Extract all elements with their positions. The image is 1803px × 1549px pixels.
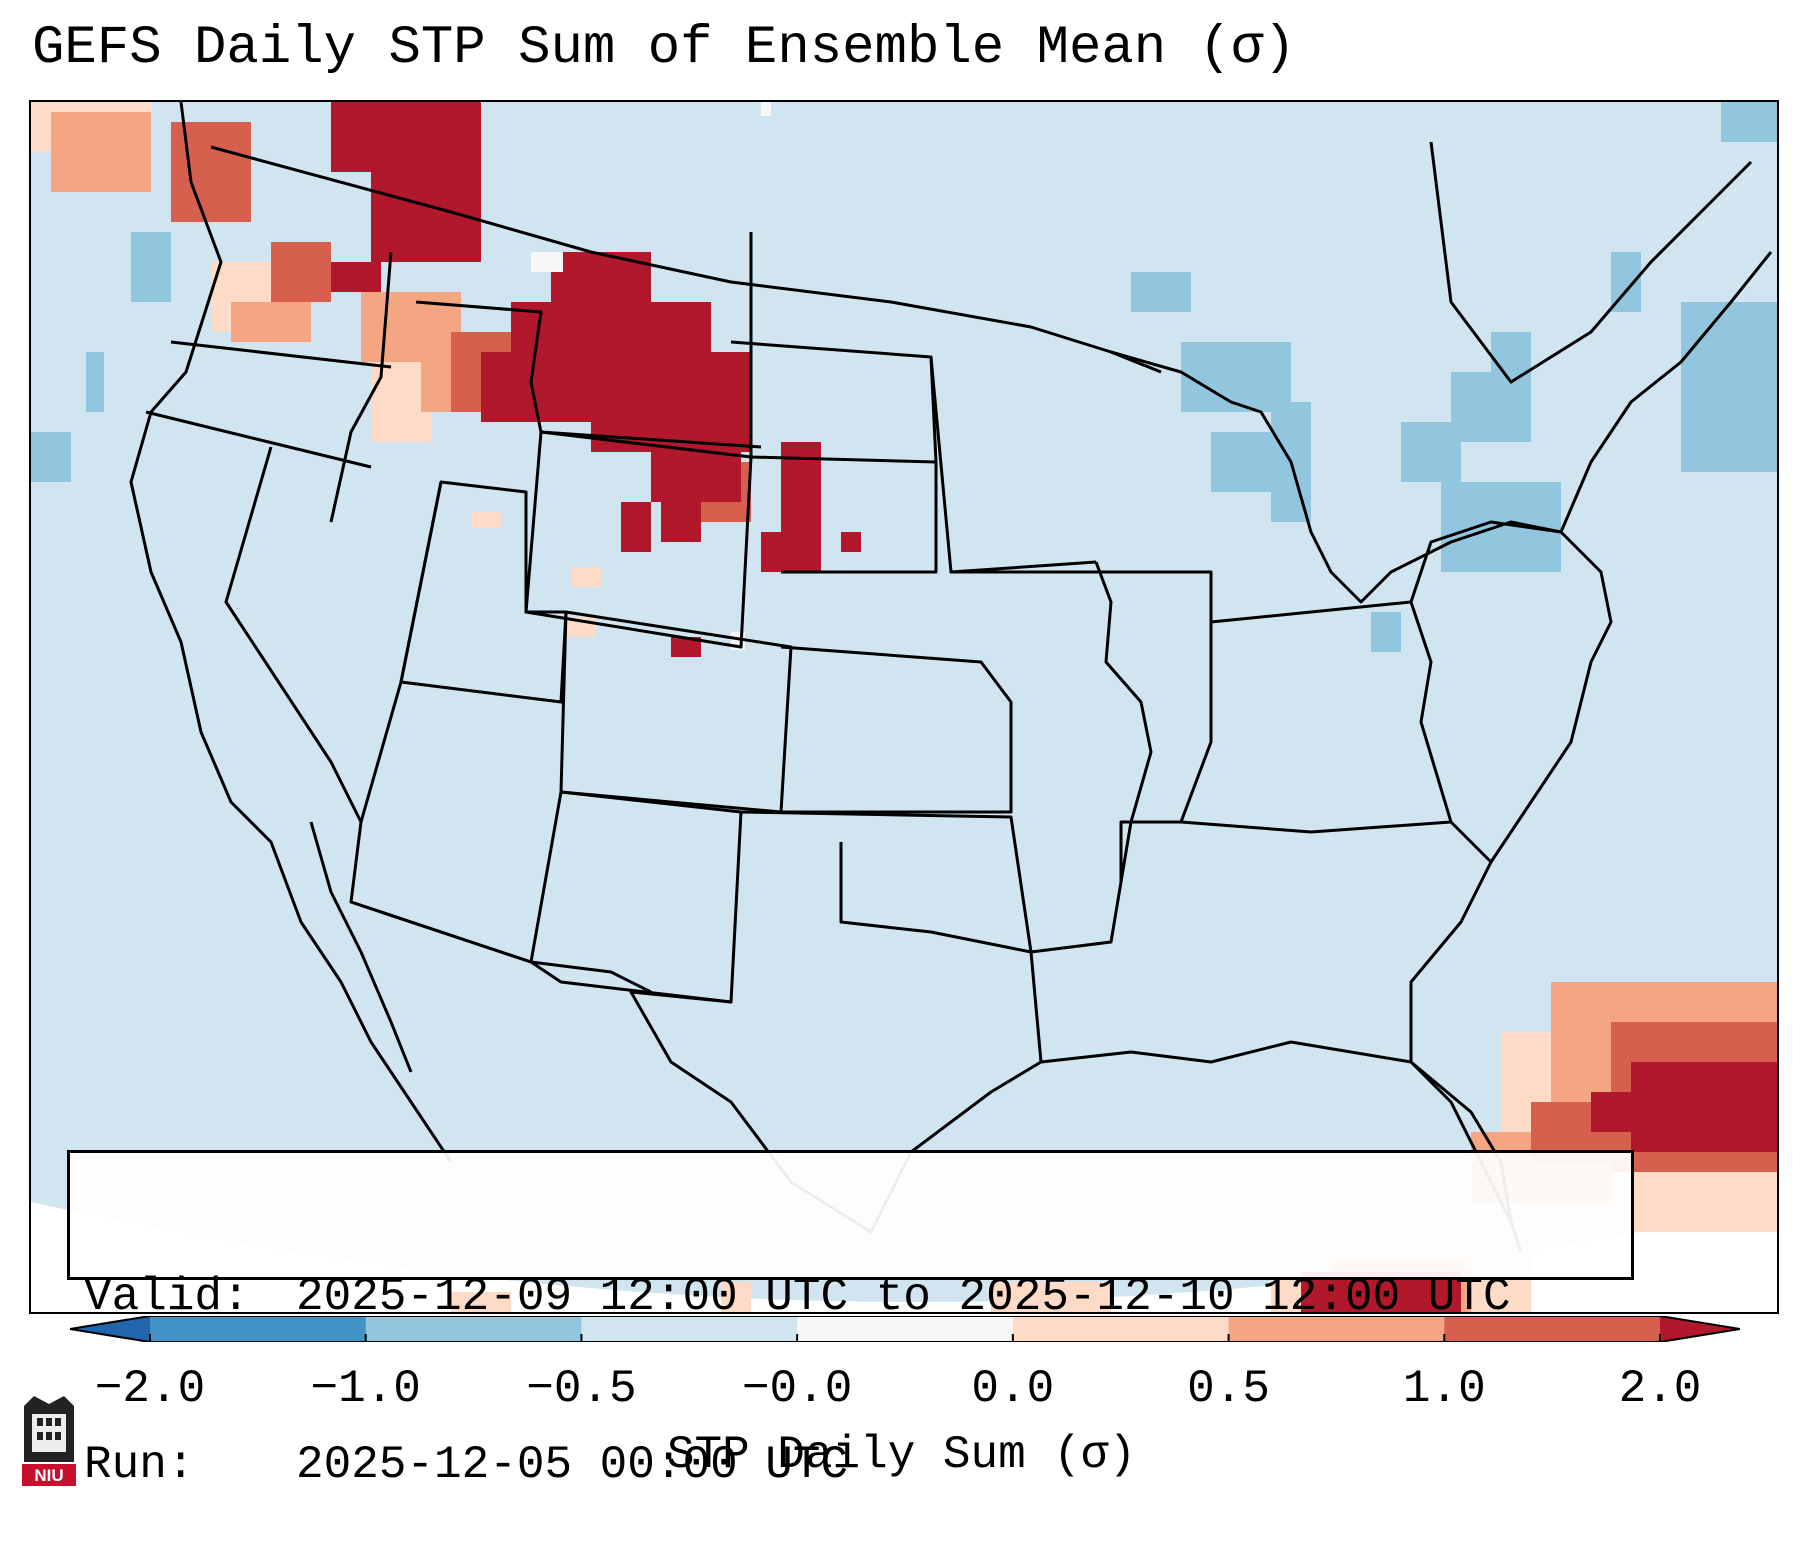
colorbar-tick-label: −0.0: [741, 1363, 853, 1415]
colorbar-tick-label: 0.0: [971, 1363, 1055, 1415]
midwest: [951, 570, 1453, 823]
run-row: Run: 2025-12-05 00:00 UTC: [84, 1437, 1631, 1493]
new-england: [1559, 251, 1773, 533]
colorbar-bin: [1012, 1316, 1230, 1342]
niu-logo: NIU: [22, 1396, 76, 1486]
valid-label: Valid:: [84, 1271, 250, 1323]
valid-time-box: Valid: 2025-12-09 12:00 UTC to 2025-12-10…: [67, 1150, 1634, 1491]
great-lakes: [1110, 350, 1562, 604]
or-wa-border: [170, 340, 392, 369]
valid-row: Valid: 2025-12-09 12:00 UTC to 2025-12-10…: [84, 1269, 1631, 1325]
colorbar-bin: [797, 1316, 1014, 1342]
valid-value: 2025-12-09 12:00 UTC to 2025-12-10 12:00…: [296, 1271, 1511, 1323]
map-panel: [29, 100, 1779, 1314]
southeast: [1030, 820, 1493, 1062]
wy-box: [524, 430, 753, 649]
colorbar-tick-label: −0.5: [526, 1363, 637, 1415]
colorbar-bin: [1228, 1316, 1445, 1342]
colorbar: [70, 1316, 1740, 1342]
colorbar-tick-label: −1.0: [310, 1363, 421, 1415]
colorbar-label: STP Daily Sum (σ): [666, 1429, 1137, 1481]
colorbar-extend-low: [70, 1316, 150, 1342]
run-value: 2025-12-05 00:00 UTC: [296, 1439, 849, 1491]
colorbar-bin: [581, 1316, 798, 1342]
canada-border: [210, 145, 1162, 374]
colorbar-tick-label: 1.0: [1402, 1363, 1486, 1415]
colorbar-bin: [150, 1316, 367, 1342]
colorbar-tick-label: 0.5: [1187, 1363, 1270, 1415]
id-mt-wy: [415, 300, 762, 449]
colorbar-bin: [1444, 1316, 1661, 1342]
baja-peninsula: [309, 821, 413, 1073]
mississippi-river: [1094, 561, 1153, 883]
nebraska-kansas: [780, 645, 1013, 814]
northeast: [1409, 520, 1613, 863]
colorbar-bin: [365, 1316, 582, 1342]
logo-text: NIU: [34, 1466, 63, 1485]
colorbar-tick-label: 2.0: [1618, 1363, 1702, 1415]
colorbar-tick-label: −2.0: [94, 1363, 206, 1415]
run-label: Run:: [84, 1439, 195, 1491]
ca-nv-border: [224, 446, 363, 823]
map-title: GEFS Daily STP Sum of Ensemble Mean (σ): [32, 18, 1296, 79]
colorbar-extend-high: [1660, 1316, 1740, 1342]
or-ca-border: [145, 410, 372, 469]
id-border: [329, 251, 393, 523]
west-coast: [129, 102, 453, 1163]
us-mexico-border: [350, 900, 652, 994]
map-canvas: [31, 102, 1777, 1312]
negative-anomaly-layer: [31, 102, 1777, 652]
canada-east: [1429, 141, 1753, 384]
oklahoma: [740, 810, 1033, 954]
